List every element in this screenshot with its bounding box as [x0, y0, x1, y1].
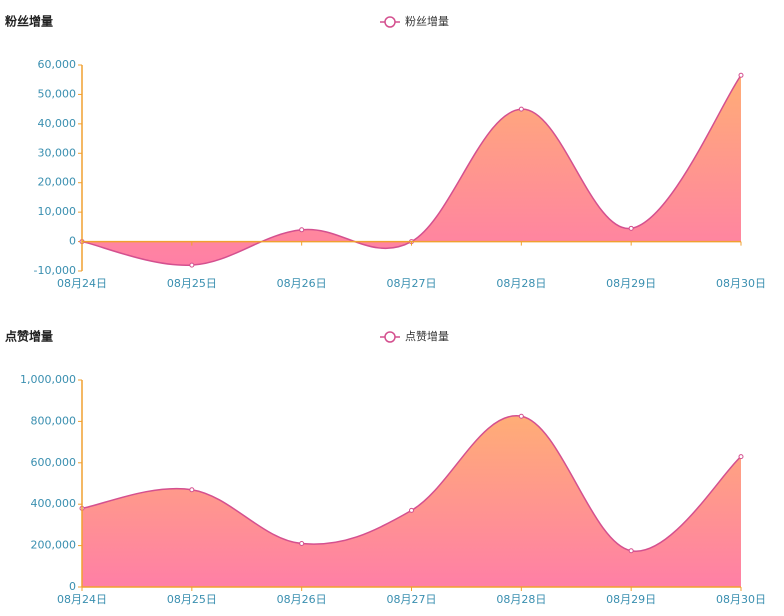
y-tick-label: 30,000 — [38, 146, 77, 159]
x-tick-label: 08月30日 — [716, 277, 766, 290]
area — [82, 415, 741, 587]
point — [189, 487, 195, 493]
point — [628, 548, 634, 554]
y-tick-label: 1,000,000 — [20, 373, 76, 386]
x-tick-label: 08月24日 — [57, 593, 107, 606]
line — [81, 74, 742, 266]
x-tick-label: 08月27日 — [387, 277, 437, 290]
point — [189, 262, 195, 268]
y-tick-label: 50,000 — [38, 87, 77, 100]
y-tick-label: 0 — [69, 580, 76, 593]
point — [299, 227, 305, 233]
x-tick-label: 08月28日 — [496, 593, 546, 606]
x-tick-label: 08月24日 — [57, 277, 107, 290]
x-tick-label: 08月27日 — [387, 593, 437, 606]
point — [738, 72, 744, 78]
y-tick-label: 40,000 — [38, 117, 77, 130]
y-tick-label: -10,000 — [34, 264, 76, 277]
y-tick-label: 200,000 — [31, 539, 77, 552]
y-tick-label: 20,000 — [38, 176, 77, 189]
y-tick-label: 10,000 — [38, 205, 77, 218]
area — [82, 75, 741, 266]
point — [518, 106, 524, 112]
y-tick-label: 600,000 — [31, 456, 77, 469]
point — [409, 507, 414, 513]
y-tick-label: 800,000 — [31, 414, 77, 427]
point — [628, 225, 634, 231]
legend-marker — [384, 16, 396, 28]
chart-title: 点赞增量 — [5, 329, 53, 344]
y-tick-label: 400,000 — [31, 497, 77, 510]
x-tick-label: 08月25日 — [167, 593, 217, 606]
chart-title: 粉丝增量 — [5, 14, 53, 29]
x-tick-label: 08月28日 — [496, 277, 546, 290]
y-tick-label: 60,000 — [38, 58, 77, 71]
legend-marker — [384, 331, 396, 343]
x-tick-label: 08月26日 — [277, 277, 327, 290]
legend-label: 粉丝增量 — [405, 14, 449, 28]
x-tick-label: 08月29日 — [606, 277, 656, 290]
x-tick-label: 08月26日 — [277, 593, 327, 606]
y-tick-label: 0 — [69, 235, 76, 248]
legend-label: 点赞增量 — [405, 329, 449, 343]
point — [299, 541, 305, 547]
point — [738, 454, 744, 460]
point — [518, 413, 524, 419]
x-tick-label: 08月29日 — [606, 593, 656, 606]
x-tick-label: 08月30日 — [716, 593, 766, 606]
x-tick-label: 08月25日 — [167, 277, 217, 290]
